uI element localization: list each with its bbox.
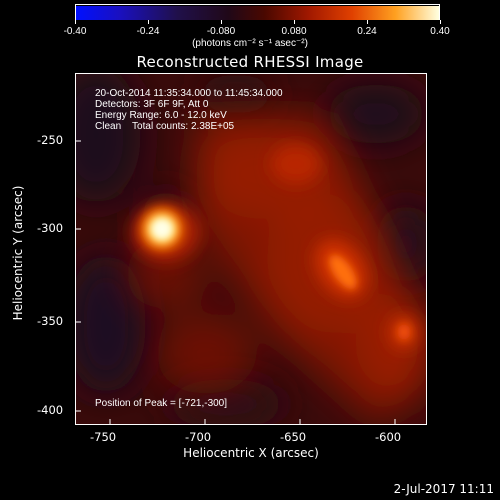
y-tick: -350 [37,314,64,328]
colorbar-tick-mark [74,20,76,24]
x-axis-label: Heliocentric X (arcsec) [183,446,319,460]
rhessi-image: 20-Oct-2014 11:35:34.000 to 11:45:34.000… [75,73,427,425]
colorbar-units: (photons cm⁻² s⁻¹ asec⁻²) [192,38,308,49]
y-tick: -400 [37,403,64,417]
x-tick: -750 [90,430,117,444]
x-tick: -700 [185,430,212,444]
colorbar-tick-label: 0.40 [430,26,450,37]
info-detectors: Detectors: 3F 6F 9F, Att 0 [95,99,209,110]
colorbar-tick-mark [220,20,222,24]
colorbar-tick-label: -0.40 [63,26,87,37]
y-axis-label: Heliocentric Y (arcsec) [11,185,25,321]
x-tick: -650 [280,430,307,444]
image-title: Reconstructed RHESSI Image [136,53,364,71]
colorbar-tick-label: 0.24 [357,26,377,37]
colorbar-tick-mark [147,20,149,24]
colorbar-tick-label: 0.080 [281,26,307,37]
colorbar-tick-label: -0.24 [136,26,160,37]
info-peak-position: Position of Peak = [-721,-300] [95,398,228,409]
y-tick: -250 [37,133,64,147]
colorbar-tick-mark [366,20,368,24]
colorbar-tick-mark [439,20,441,24]
rhessi-image-canvas [76,74,426,424]
info-energy-range: Energy Range: 6.0 - 12.0 keV [95,110,227,121]
y-tick: -300 [37,221,64,235]
colorbar-gradient [76,6,439,20]
colorbar [75,4,440,20]
footer-date: 2-Jul-2017 11:11 [393,482,494,496]
colorbar-tick-label: -0.080 [206,26,236,37]
x-tick: -600 [375,430,402,444]
info-time-range: 20-Oct-2014 11:35:34.000 to 11:45:34.000 [95,88,283,99]
colorbar-tick-mark [293,20,295,24]
info-clean-counts: Clean Total counts: 2.38E+05 [95,121,235,132]
